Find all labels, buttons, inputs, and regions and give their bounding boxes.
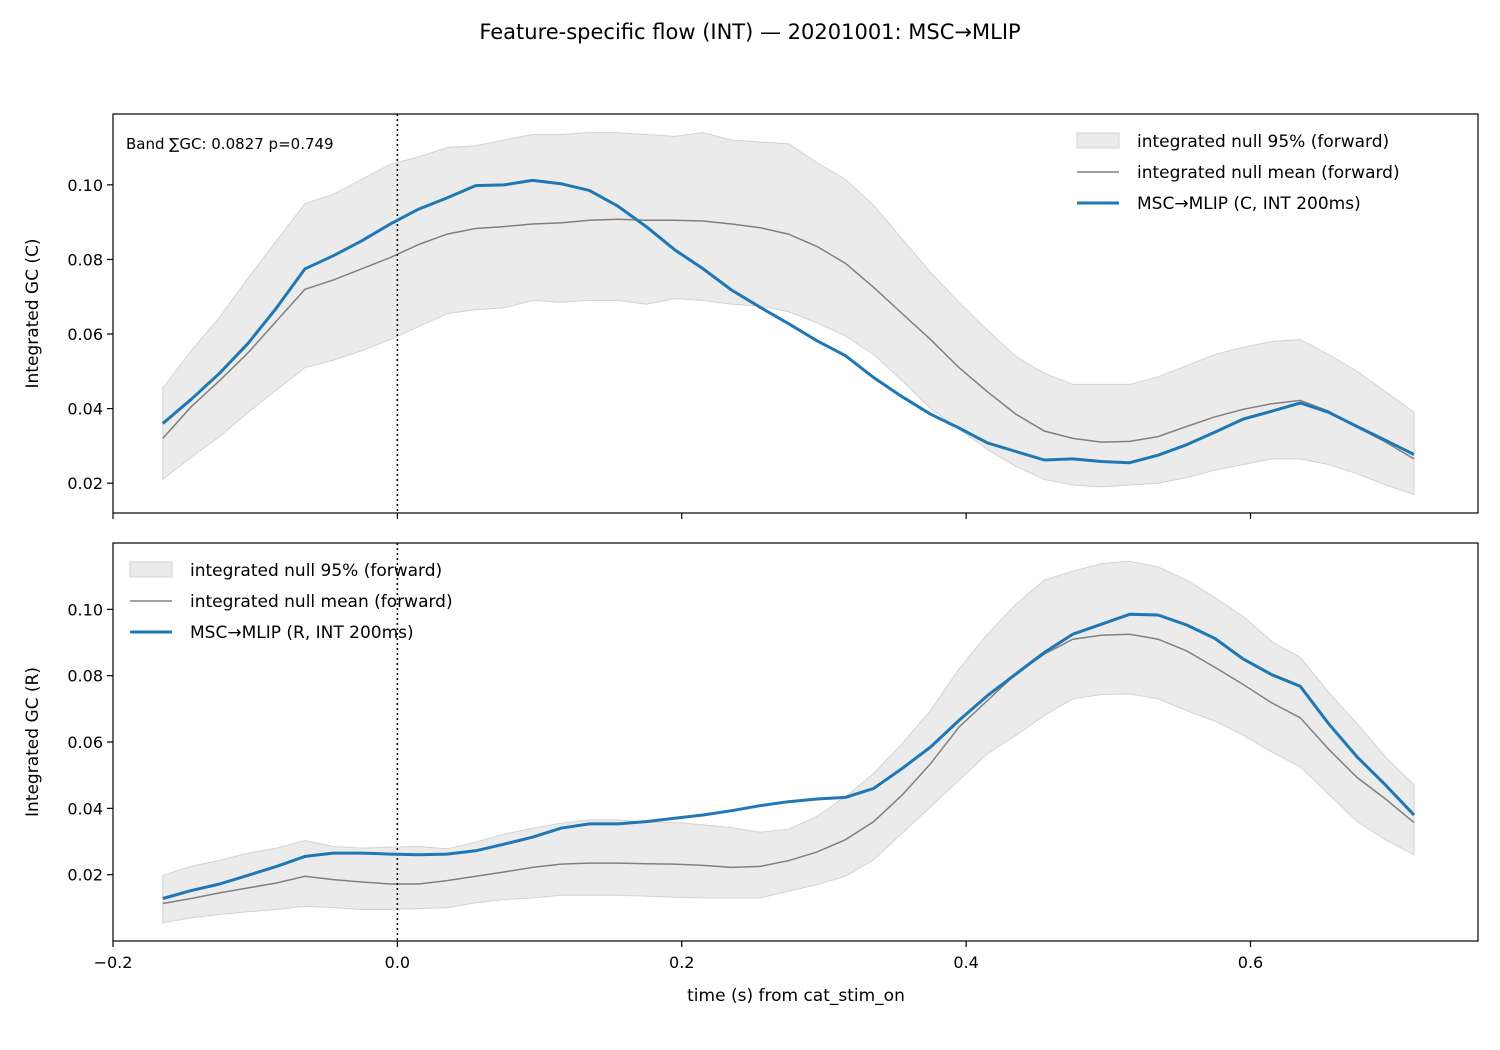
figure-title: Feature-specific flow (INT) — 20201001: … (479, 20, 1020, 44)
x-tick-label: 0.6 (1238, 953, 1263, 972)
legend-label: integrated null mean (forward) (190, 592, 453, 612)
legend-swatch-band (129, 561, 173, 578)
legend-label: integrated null 95% (forward) (1137, 132, 1389, 152)
y-tick-label: 0.08 (67, 667, 103, 686)
null-mean-line (162, 633, 1415, 905)
y-tick-label: 0.04 (67, 400, 103, 419)
plot-area (162, 543, 1416, 941)
legend-label: integrated null 95% (forward) (190, 561, 442, 581)
x-tick-label: 0.4 (953, 953, 978, 972)
legend-swatch-band (1076, 132, 1120, 149)
legend-label: MSC→MLIP (C, INT 200ms) (1137, 194, 1361, 214)
y-axis-label: Integrated GC (R) (23, 667, 43, 817)
y-axis-label: Integrated GC (C) (23, 238, 43, 388)
legend-label: MSC→MLIP (R, INT 200ms) (190, 623, 414, 643)
null-band-95 (162, 560, 1415, 924)
null-mean-line (162, 218, 1415, 460)
y-tick-label: 0.06 (67, 325, 103, 344)
x-tick-label: 0.2 (669, 953, 694, 972)
x-axis-label: time (s) from cat_stim_on (687, 986, 905, 1006)
legend-label: integrated null mean (forward) (1137, 163, 1400, 183)
axes-frame (112, 113, 1479, 514)
top-panel: 0.02 0.04 0.06 0.08 0.10 Integrated GC (C) Ban… (23, 113, 1479, 519)
y-tick-label: 0.02 (67, 474, 103, 493)
null-band-95 (162, 132, 1415, 496)
x-tick-label: 0.0 (385, 953, 410, 972)
y-tick-label: 0.04 (67, 799, 103, 818)
observed-line (162, 612, 1416, 900)
y-tick-label: 0.08 (67, 250, 103, 269)
y-tick-label: 0.10 (67, 600, 103, 619)
observed-line (161, 178, 1415, 465)
y-tick-label: 0.06 (67, 733, 103, 752)
band-annotation: Band ∑GC: 0.0827 p=0.749 (126, 135, 334, 153)
bottom-panel: 0.02 0.04 0.06 0.08 0.10 −0.2 0.0 0.2 0.4 0.6 Inte… (23, 542, 1479, 972)
y-tick-label: 0.10 (67, 176, 103, 195)
y-tick-label: 0.02 (67, 866, 103, 885)
x-tick-label: −0.2 (94, 953, 133, 972)
plot-area (161, 114, 1415, 513)
